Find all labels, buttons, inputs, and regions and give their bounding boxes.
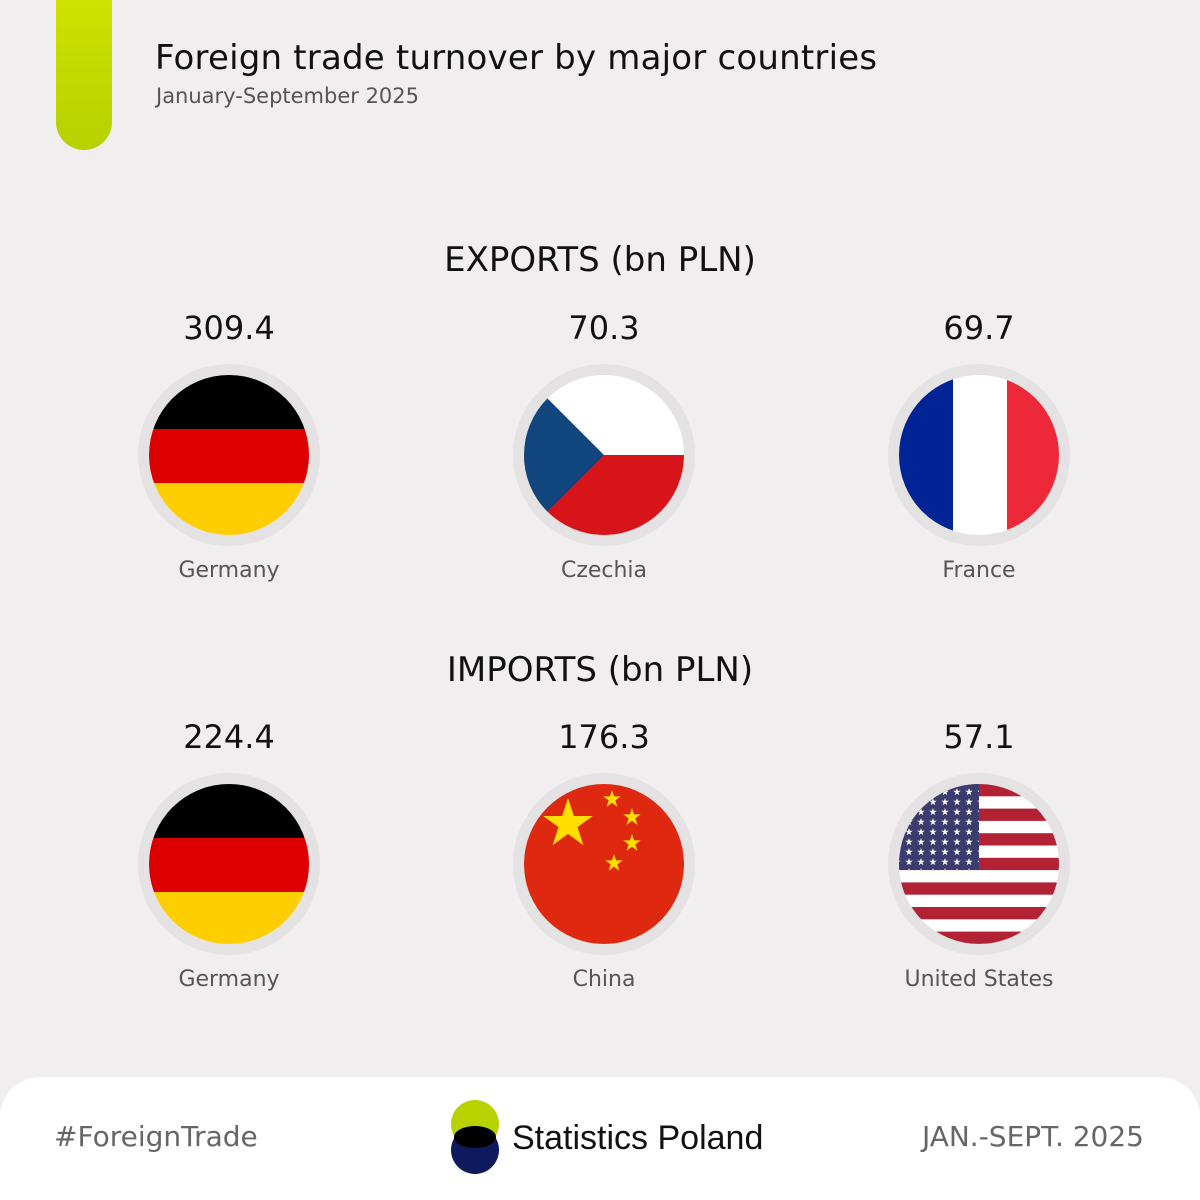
czechia-flag-icon: [513, 364, 695, 546]
country-name: France: [942, 558, 1016, 583]
imports-heading: IMPORTS (bn PLN): [446, 650, 754, 690]
import-value: 176.3: [558, 718, 650, 756]
exports-country-czechia: 70.3 Czechia: [454, 308, 754, 583]
exports-heading: EXPORTS (bn PLN): [444, 240, 756, 280]
germany-flag-icon: [138, 364, 320, 546]
usa-flag-icon: [888, 773, 1070, 955]
exports-country-germany: 309.4 Germany: [79, 308, 379, 583]
exports-country-france: 69.7 France: [829, 308, 1129, 583]
logo-text: Statistics Poland: [512, 1118, 764, 1157]
country-name: Germany: [178, 558, 280, 583]
period-label: JAN.-SEPT. 2025: [921, 1120, 1144, 1153]
germany-flag-icon: [138, 773, 320, 955]
hashtag-label: #ForeignTrade: [54, 1120, 258, 1153]
export-value: 70.3: [568, 309, 640, 347]
footer-bar: [0, 1077, 1200, 1200]
imports-country-usa: 57.1 United States: [829, 717, 1129, 992]
export-value: 69.7: [943, 309, 1015, 347]
statistics-poland-logo: Statistics Poland: [450, 1100, 763, 1176]
accent-bar: [56, 0, 112, 150]
page-subtitle: January-September 2025: [156, 84, 420, 108]
country-name: China: [572, 967, 636, 992]
country-name: United States: [904, 967, 1054, 992]
imports-country-germany: 224.4 Germany: [79, 717, 379, 992]
import-value: 224.4: [183, 718, 275, 756]
france-flag-icon: [888, 364, 1070, 546]
import-value: 57.1: [943, 718, 1015, 756]
logo-mark-icon: [451, 1100, 499, 1174]
country-name: Czechia: [560, 558, 648, 583]
china-flag-icon: [513, 773, 695, 955]
page-title: Foreign trade turnover by major countrie…: [155, 38, 878, 78]
export-value: 309.4: [183, 309, 275, 347]
imports-country-china: 176.3 China: [454, 717, 754, 992]
country-name: Germany: [178, 967, 280, 992]
